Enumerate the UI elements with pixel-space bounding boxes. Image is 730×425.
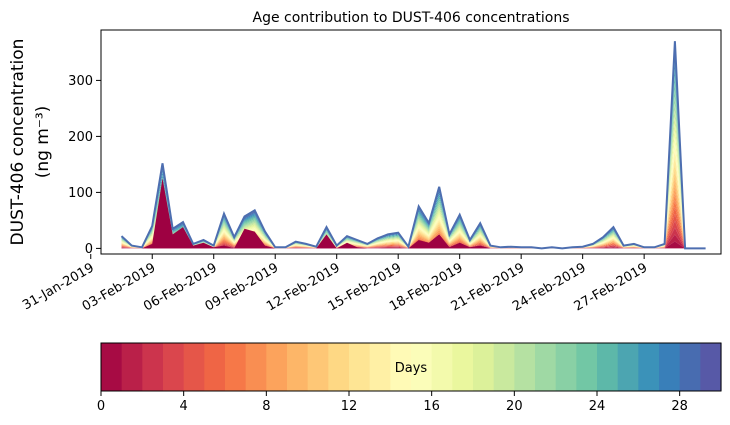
- y-axis-label-line1: DUST-406 concentration: [8, 39, 28, 246]
- colorbar-tick-label: 28: [671, 399, 688, 414]
- age-band-4: [121, 68, 706, 249]
- colorbar-tick-label: 12: [341, 399, 358, 414]
- age-band-3: [121, 61, 706, 249]
- colorbar-segment-26: [638, 343, 660, 391]
- colorbar-segment-13: [369, 343, 391, 391]
- colorbar-segment-10: [307, 343, 329, 391]
- colorbar-tick-label: 0: [97, 399, 105, 414]
- y-tick-label: 200: [68, 130, 93, 145]
- age-band-2: [121, 55, 706, 249]
- colorbar-segment-20: [514, 343, 536, 391]
- age-areas: [121, 41, 706, 249]
- youngest-age-fill: [121, 178, 706, 249]
- x-axis: 31-Jan-201903-Feb-201906-Feb-201909-Feb-…: [20, 254, 650, 314]
- colorbar-segment-2: [142, 343, 164, 391]
- colorbar-tick-label: 16: [423, 399, 440, 414]
- y-tick-label: 300: [68, 74, 93, 89]
- colorbar: [101, 343, 722, 391]
- colorbar-segment-15: [411, 343, 433, 391]
- y-axis-label-line2: (ng m⁻³): [33, 106, 53, 179]
- colorbar-tick-label: 8: [262, 399, 270, 414]
- colorbar-tick-label: 24: [589, 399, 606, 414]
- colorbar-segment-27: [659, 343, 681, 391]
- colorbar-tick-label: 4: [180, 399, 188, 414]
- colorbar-segment-4: [183, 343, 205, 391]
- colorbar-segment-28: [679, 343, 701, 391]
- colorbar-segment-11: [328, 343, 350, 391]
- colorbar-segment-12: [349, 343, 371, 391]
- colorbar-segment-23: [576, 343, 598, 391]
- colorbar-segment-16: [431, 343, 453, 391]
- y-axis: 0 100 200 300: [68, 74, 101, 257]
- colorbar-segment-3: [163, 343, 185, 391]
- total-line: [120, 41, 706, 250]
- colorbar-segment-21: [535, 343, 557, 391]
- colorbar-segment-0: [101, 343, 123, 391]
- colorbar-label: Days: [395, 361, 428, 376]
- colorbar-segment-19: [493, 343, 515, 391]
- colorbar-segment-25: [617, 343, 639, 391]
- colorbar-tick-label: 20: [506, 399, 523, 414]
- colorbar-frame: [100, 342, 722, 392]
- colorbar-segment-22: [555, 343, 577, 391]
- colorbar-segment-24: [597, 343, 619, 391]
- age-band-1: [121, 48, 706, 249]
- colorbar-segment-5: [204, 343, 226, 391]
- colorbar-segment-29: [700, 343, 722, 391]
- colorbar-segment-18: [473, 343, 495, 391]
- colorbar-axis: 0 4 8 12 16 20 24 28: [97, 391, 688, 414]
- colorbar-segment-17: [452, 343, 474, 391]
- colorbar-segment-14: [390, 343, 412, 391]
- y-tick-label: 100: [68, 186, 93, 201]
- age-band-0: [121, 41, 706, 249]
- colorbar-segment-9: [287, 343, 309, 391]
- youngest-age-area: [121, 178, 706, 249]
- total-concentration-line: [120, 41, 706, 250]
- colorbar-segment-8: [266, 343, 288, 391]
- colorbar-segment-6: [225, 343, 247, 391]
- colorbar-segment-1: [121, 343, 143, 391]
- colorbar-segment-7: [245, 343, 267, 391]
- plot-frame: [100, 29, 722, 255]
- y-tick-label: 0: [85, 242, 93, 257]
- age-band-5: [121, 75, 706, 249]
- chart-title: Age contribution to DUST-406 concentrati…: [253, 10, 570, 26]
